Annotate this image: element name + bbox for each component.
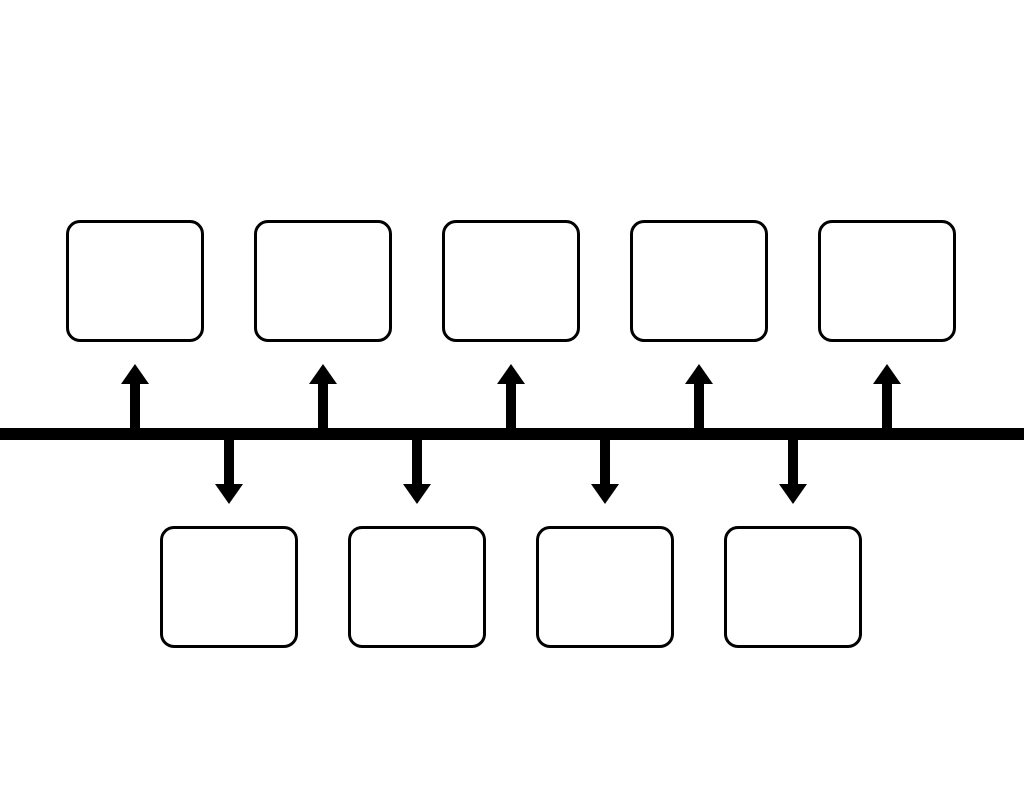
timeline-diagram: [0, 0, 1024, 791]
event-box-top-0: [66, 220, 204, 342]
event-box-bottom-0: [160, 526, 298, 648]
event-box-top-4: [818, 220, 956, 342]
event-box-bottom-3: [724, 526, 862, 648]
event-box-top-3: [630, 220, 768, 342]
event-box-top-1: [254, 220, 392, 342]
event-box-bottom-2: [536, 526, 674, 648]
event-box-bottom-1: [348, 526, 486, 648]
event-box-top-2: [442, 220, 580, 342]
